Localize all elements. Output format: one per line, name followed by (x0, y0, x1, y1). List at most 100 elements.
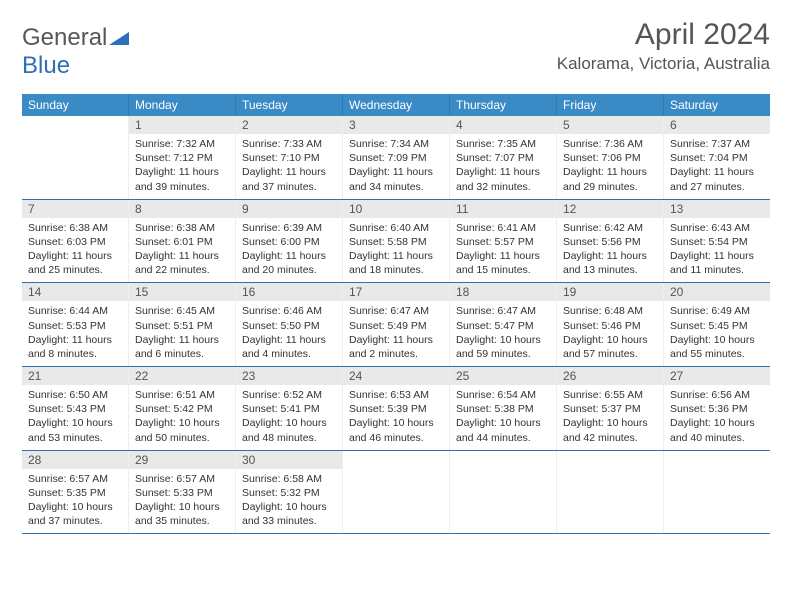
logo-part2: Blue (22, 52, 70, 79)
day-number: 6 (664, 116, 770, 134)
day-number: 11 (450, 200, 556, 218)
day-cell: 27Sunrise: 6:56 AMSunset: 5:36 PMDayligh… (664, 367, 770, 450)
day-number: 16 (236, 283, 342, 301)
day-number: 19 (557, 283, 663, 301)
day-cell (343, 451, 450, 534)
day-info: Sunrise: 6:46 AMSunset: 5:50 PMDaylight:… (236, 301, 342, 366)
day-cell: 22Sunrise: 6:51 AMSunset: 5:42 PMDayligh… (129, 367, 236, 450)
day-info: Sunrise: 6:43 AMSunset: 5:54 PMDaylight:… (664, 218, 770, 283)
logo-triangle-icon (109, 24, 129, 52)
day-info: Sunrise: 6:39 AMSunset: 6:00 PMDaylight:… (236, 218, 342, 283)
day-cell: 9Sunrise: 6:39 AMSunset: 6:00 PMDaylight… (236, 200, 343, 283)
day-cell: 5Sunrise: 7:36 AMSunset: 7:06 PMDaylight… (557, 116, 664, 199)
weeks-container: 1Sunrise: 7:32 AMSunset: 7:12 PMDaylight… (22, 116, 770, 534)
day-cell: 11Sunrise: 6:41 AMSunset: 5:57 PMDayligh… (450, 200, 557, 283)
day-number: 7 (22, 200, 128, 218)
dow-cell: Sunday (22, 94, 129, 116)
day-info: Sunrise: 6:57 AMSunset: 5:33 PMDaylight:… (129, 469, 235, 534)
day-info: Sunrise: 7:34 AMSunset: 7:09 PMDaylight:… (343, 134, 449, 199)
day-number: 29 (129, 451, 235, 469)
day-number: 14 (22, 283, 128, 301)
day-info: Sunrise: 7:35 AMSunset: 7:07 PMDaylight:… (450, 134, 556, 199)
day-cell: 6Sunrise: 7:37 AMSunset: 7:04 PMDaylight… (664, 116, 770, 199)
day-number: 22 (129, 367, 235, 385)
day-info: Sunrise: 6:54 AMSunset: 5:38 PMDaylight:… (450, 385, 556, 450)
day-cell: 4Sunrise: 7:35 AMSunset: 7:07 PMDaylight… (450, 116, 557, 199)
day-info: Sunrise: 6:57 AMSunset: 5:35 PMDaylight:… (22, 469, 128, 534)
day-cell: 24Sunrise: 6:53 AMSunset: 5:39 PMDayligh… (343, 367, 450, 450)
day-cell: 13Sunrise: 6:43 AMSunset: 5:54 PMDayligh… (664, 200, 770, 283)
day-cell: 18Sunrise: 6:47 AMSunset: 5:47 PMDayligh… (450, 283, 557, 366)
day-cell: 8Sunrise: 6:38 AMSunset: 6:01 PMDaylight… (129, 200, 236, 283)
day-cell: 23Sunrise: 6:52 AMSunset: 5:41 PMDayligh… (236, 367, 343, 450)
logo-text: General Blue (22, 24, 129, 80)
day-cell: 21Sunrise: 6:50 AMSunset: 5:43 PMDayligh… (22, 367, 129, 450)
day-cell (557, 451, 664, 534)
week-row: 21Sunrise: 6:50 AMSunset: 5:43 PMDayligh… (22, 367, 770, 451)
day-number: 25 (450, 367, 556, 385)
day-info: Sunrise: 6:52 AMSunset: 5:41 PMDaylight:… (236, 385, 342, 450)
day-number: 18 (450, 283, 556, 301)
logo-part1: General (22, 24, 107, 51)
day-cell: 3Sunrise: 7:34 AMSunset: 7:09 PMDaylight… (343, 116, 450, 199)
day-info: Sunrise: 6:56 AMSunset: 5:36 PMDaylight:… (664, 385, 770, 450)
day-info: Sunrise: 6:38 AMSunset: 6:01 PMDaylight:… (129, 218, 235, 283)
day-number: 30 (236, 451, 342, 469)
title-block: April 2024 Kalorama, Victoria, Australia (557, 18, 770, 74)
day-number: 20 (664, 283, 770, 301)
day-info: Sunrise: 7:37 AMSunset: 7:04 PMDaylight:… (664, 134, 770, 199)
day-cell: 19Sunrise: 6:48 AMSunset: 5:46 PMDayligh… (557, 283, 664, 366)
day-cell: 29Sunrise: 6:57 AMSunset: 5:33 PMDayligh… (129, 451, 236, 534)
day-info: Sunrise: 6:58 AMSunset: 5:32 PMDaylight:… (236, 469, 342, 534)
day-cell: 16Sunrise: 6:46 AMSunset: 5:50 PMDayligh… (236, 283, 343, 366)
day-info: Sunrise: 6:42 AMSunset: 5:56 PMDaylight:… (557, 218, 663, 283)
day-number: 3 (343, 116, 449, 134)
day-cell: 15Sunrise: 6:45 AMSunset: 5:51 PMDayligh… (129, 283, 236, 366)
day-number: 28 (22, 451, 128, 469)
dow-cell: Wednesday (343, 94, 450, 116)
day-info: Sunrise: 6:45 AMSunset: 5:51 PMDaylight:… (129, 301, 235, 366)
day-number: 13 (664, 200, 770, 218)
header: General Blue April 2024 Kalorama, Victor… (22, 18, 770, 80)
day-info: Sunrise: 6:47 AMSunset: 5:47 PMDaylight:… (450, 301, 556, 366)
day-info: Sunrise: 6:51 AMSunset: 5:42 PMDaylight:… (129, 385, 235, 450)
day-number: 5 (557, 116, 663, 134)
dow-cell: Thursday (450, 94, 557, 116)
day-info: Sunrise: 6:47 AMSunset: 5:49 PMDaylight:… (343, 301, 449, 366)
day-number: 15 (129, 283, 235, 301)
day-info: Sunrise: 6:44 AMSunset: 5:53 PMDaylight:… (22, 301, 128, 366)
day-number: 17 (343, 283, 449, 301)
day-info: Sunrise: 7:36 AMSunset: 7:06 PMDaylight:… (557, 134, 663, 199)
day-number: 23 (236, 367, 342, 385)
day-number: 1 (129, 116, 235, 134)
day-cell: 10Sunrise: 6:40 AMSunset: 5:58 PMDayligh… (343, 200, 450, 283)
week-row: 14Sunrise: 6:44 AMSunset: 5:53 PMDayligh… (22, 283, 770, 367)
day-info: Sunrise: 6:41 AMSunset: 5:57 PMDaylight:… (450, 218, 556, 283)
day-cell: 25Sunrise: 6:54 AMSunset: 5:38 PMDayligh… (450, 367, 557, 450)
day-number: 2 (236, 116, 342, 134)
dow-cell: Friday (557, 94, 664, 116)
logo: General Blue (22, 24, 129, 80)
day-number: 26 (557, 367, 663, 385)
day-info: Sunrise: 6:49 AMSunset: 5:45 PMDaylight:… (664, 301, 770, 366)
week-row: 28Sunrise: 6:57 AMSunset: 5:35 PMDayligh… (22, 451, 770, 535)
week-row: 7Sunrise: 6:38 AMSunset: 6:03 PMDaylight… (22, 200, 770, 284)
day-number: 4 (450, 116, 556, 134)
day-cell: 1Sunrise: 7:32 AMSunset: 7:12 PMDaylight… (129, 116, 236, 199)
dow-cell: Saturday (664, 94, 770, 116)
day-cell (664, 451, 770, 534)
day-cell: 12Sunrise: 6:42 AMSunset: 5:56 PMDayligh… (557, 200, 664, 283)
dow-cell: Monday (129, 94, 236, 116)
day-info: Sunrise: 6:48 AMSunset: 5:46 PMDaylight:… (557, 301, 663, 366)
day-info: Sunrise: 6:40 AMSunset: 5:58 PMDaylight:… (343, 218, 449, 283)
day-cell: 26Sunrise: 6:55 AMSunset: 5:37 PMDayligh… (557, 367, 664, 450)
dow-cell: Tuesday (236, 94, 343, 116)
day-info: Sunrise: 7:32 AMSunset: 7:12 PMDaylight:… (129, 134, 235, 199)
day-info: Sunrise: 6:55 AMSunset: 5:37 PMDaylight:… (557, 385, 663, 450)
day-number: 12 (557, 200, 663, 218)
day-number: 27 (664, 367, 770, 385)
day-of-week-row: SundayMondayTuesdayWednesdayThursdayFrid… (22, 94, 770, 116)
day-cell: 30Sunrise: 6:58 AMSunset: 5:32 PMDayligh… (236, 451, 343, 534)
day-cell: 20Sunrise: 6:49 AMSunset: 5:45 PMDayligh… (664, 283, 770, 366)
day-info: Sunrise: 6:53 AMSunset: 5:39 PMDaylight:… (343, 385, 449, 450)
